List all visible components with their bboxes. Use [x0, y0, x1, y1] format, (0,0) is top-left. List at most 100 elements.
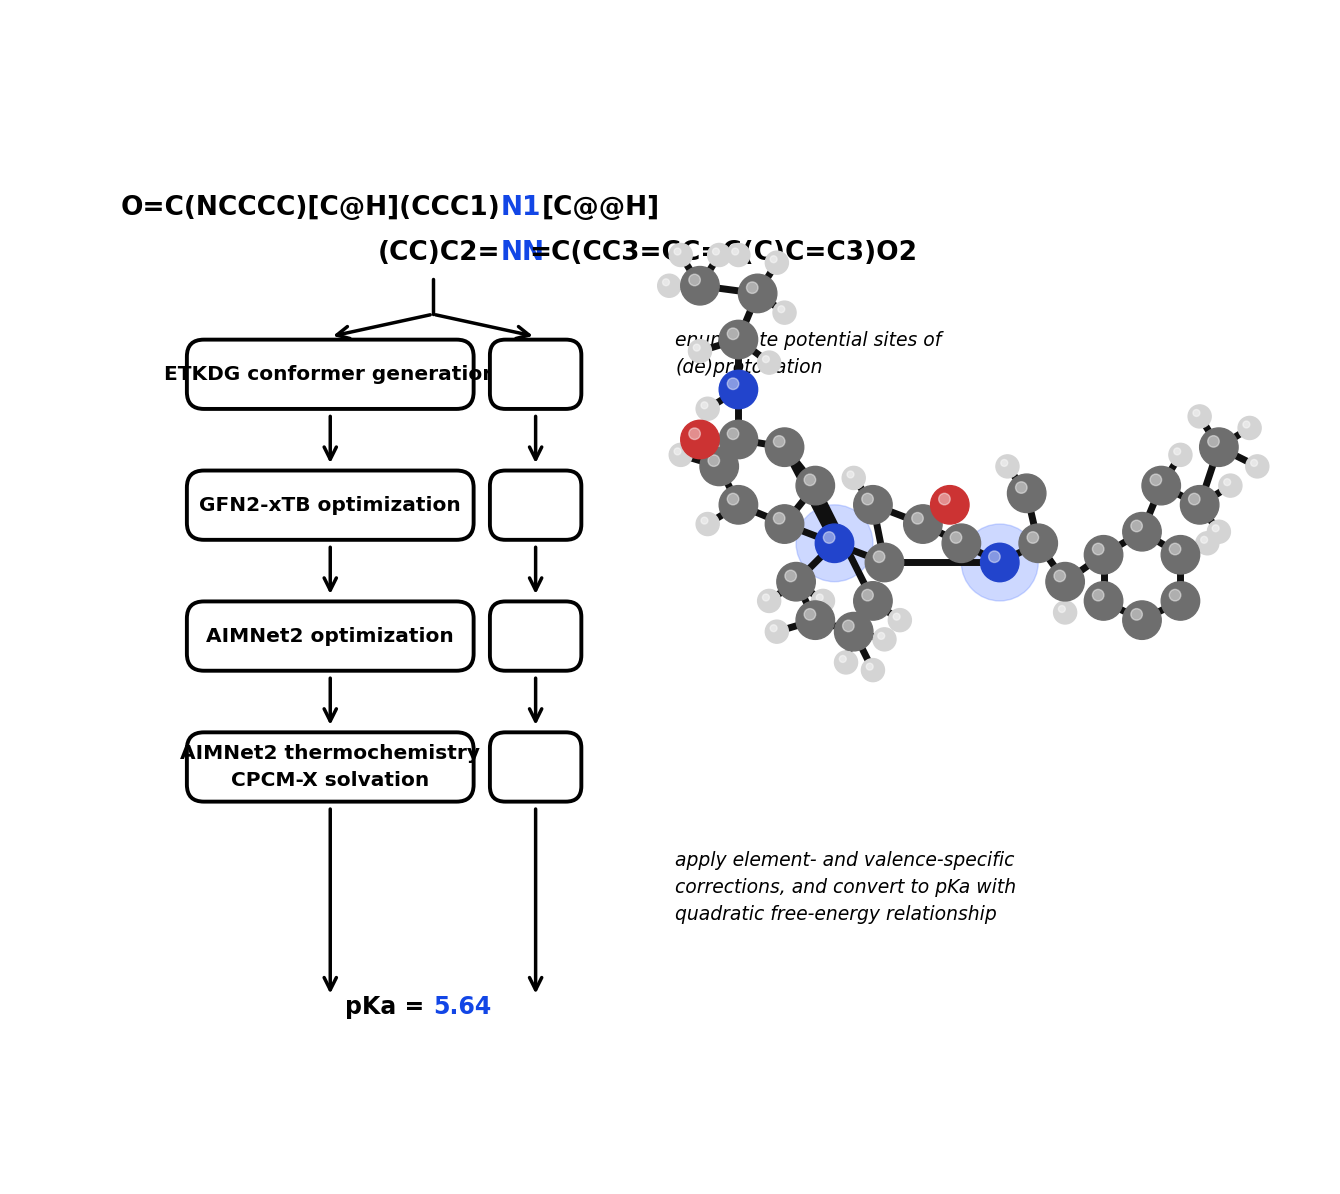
Circle shape: [697, 512, 720, 536]
Circle shape: [816, 593, 823, 601]
Circle shape: [796, 505, 872, 581]
Circle shape: [843, 467, 866, 490]
Text: AIMNet2 optimization: AIMNet2 optimization: [206, 627, 454, 646]
Circle shape: [757, 351, 781, 374]
Circle shape: [1189, 493, 1201, 505]
Circle shape: [1223, 479, 1230, 486]
Circle shape: [1026, 531, 1038, 543]
Text: AIMNet2 thermochemistry: AIMNet2 thermochemistry: [181, 744, 480, 763]
Circle shape: [812, 590, 835, 613]
Circle shape: [1168, 443, 1193, 467]
Circle shape: [720, 320, 757, 358]
Circle shape: [894, 614, 900, 620]
Circle shape: [1092, 590, 1104, 601]
Circle shape: [1092, 543, 1104, 555]
Circle shape: [1123, 601, 1162, 639]
Circle shape: [862, 659, 884, 682]
Circle shape: [1162, 581, 1199, 620]
FancyBboxPatch shape: [490, 470, 582, 540]
Circle shape: [699, 448, 738, 486]
FancyBboxPatch shape: [490, 602, 582, 671]
Circle shape: [689, 275, 701, 285]
Circle shape: [1174, 448, 1181, 455]
Text: O=C(NCCCC)[C@H](CCC1): O=C(NCCCC)[C@H](CCC1): [121, 195, 501, 221]
Circle shape: [862, 590, 874, 601]
Circle shape: [1084, 536, 1123, 574]
Circle shape: [1016, 481, 1026, 493]
Circle shape: [777, 306, 785, 313]
Circle shape: [1131, 521, 1143, 531]
Circle shape: [1181, 486, 1219, 524]
Circle shape: [950, 531, 962, 543]
FancyBboxPatch shape: [186, 470, 473, 540]
Circle shape: [942, 524, 981, 562]
Text: (CC)C2=: (CC)C2=: [378, 240, 501, 265]
Circle shape: [981, 543, 1018, 581]
Circle shape: [854, 486, 892, 524]
Circle shape: [911, 512, 923, 524]
Circle shape: [1199, 427, 1238, 467]
Circle shape: [839, 656, 847, 663]
Circle shape: [732, 248, 738, 256]
Text: GFN2-xTB optimization: GFN2-xTB optimization: [200, 496, 461, 515]
Circle shape: [701, 517, 708, 524]
Circle shape: [1189, 405, 1211, 427]
FancyBboxPatch shape: [186, 602, 473, 671]
Circle shape: [1195, 531, 1219, 555]
Circle shape: [681, 420, 720, 458]
Circle shape: [796, 467, 835, 505]
Circle shape: [1250, 460, 1257, 467]
Circle shape: [1201, 536, 1207, 543]
Circle shape: [728, 378, 738, 389]
Circle shape: [1142, 467, 1181, 505]
Circle shape: [689, 339, 712, 363]
Circle shape: [930, 486, 969, 524]
Circle shape: [1018, 524, 1057, 562]
Circle shape: [674, 248, 681, 256]
Circle shape: [770, 624, 777, 632]
Circle shape: [746, 282, 758, 294]
Circle shape: [1193, 410, 1199, 417]
Circle shape: [720, 370, 757, 408]
Circle shape: [738, 275, 777, 313]
Circle shape: [720, 420, 757, 458]
Circle shape: [770, 256, 777, 263]
Circle shape: [903, 505, 942, 543]
Circle shape: [874, 550, 884, 562]
Text: pKa =: pKa =: [346, 996, 433, 1020]
Circle shape: [728, 493, 738, 505]
Circle shape: [777, 562, 815, 601]
FancyBboxPatch shape: [186, 732, 473, 801]
Circle shape: [815, 524, 854, 562]
Circle shape: [785, 571, 796, 581]
Text: CPCM-X solvation: CPCM-X solvation: [230, 771, 429, 790]
Circle shape: [1008, 474, 1047, 512]
Circle shape: [662, 279, 670, 285]
Circle shape: [720, 486, 757, 524]
Circle shape: [835, 613, 872, 651]
Circle shape: [996, 455, 1018, 478]
Circle shape: [701, 402, 708, 408]
Circle shape: [708, 244, 730, 266]
Circle shape: [1207, 436, 1219, 448]
Circle shape: [847, 470, 854, 478]
Circle shape: [1170, 590, 1181, 601]
Circle shape: [728, 328, 738, 339]
Circle shape: [878, 633, 884, 639]
Circle shape: [708, 455, 720, 467]
Circle shape: [728, 427, 738, 439]
Circle shape: [1053, 601, 1076, 624]
Circle shape: [765, 505, 804, 543]
Circle shape: [658, 275, 681, 297]
Circle shape: [669, 244, 693, 266]
Circle shape: [804, 474, 816, 486]
Circle shape: [726, 244, 750, 266]
Text: [C@@H]: [C@@H]: [541, 195, 661, 221]
Circle shape: [872, 628, 896, 651]
Circle shape: [697, 398, 720, 420]
Circle shape: [1059, 605, 1065, 613]
Text: N1: N1: [501, 195, 541, 221]
Circle shape: [796, 601, 835, 639]
Circle shape: [765, 251, 788, 275]
Circle shape: [674, 448, 681, 455]
